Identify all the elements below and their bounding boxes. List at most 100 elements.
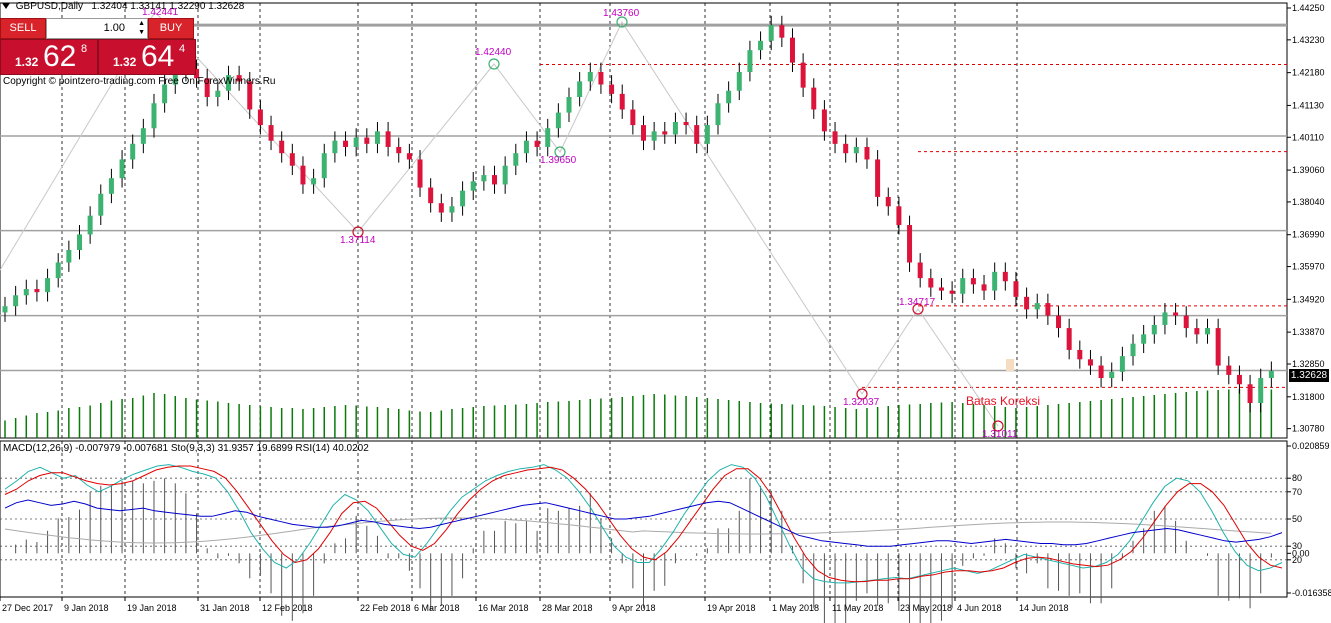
candle-body (715, 103, 721, 126)
bid-price-button[interactable]: 1.32 62 8 (0, 39, 98, 75)
indicator-axis-label: 0.00 (1292, 548, 1310, 558)
candle-body (194, 68, 200, 79)
candle-body (1034, 303, 1040, 310)
candle-body (992, 271, 998, 291)
swing-label: 1.37114 (340, 235, 376, 246)
candle-body (1151, 324, 1157, 335)
time-axis-label: 6 Mar 2018 (414, 603, 460, 613)
candle-body (2, 306, 8, 313)
candle-body (162, 84, 168, 104)
macd-signal-line (4, 517, 1272, 544)
price-axis-label: 1.33870 (1292, 327, 1325, 337)
price-axis-label: 1.31800 (1292, 392, 1325, 402)
swing-label: 1.39650 (540, 155, 577, 166)
candle-body (1098, 365, 1104, 379)
candle-body (492, 175, 498, 185)
correction-limit-label: Batas Koreksi (966, 394, 1041, 408)
candle-body (981, 284, 987, 291)
copyright-text: Copyright © pointzero-trading.com Free O… (3, 76, 276, 87)
indicator-series-line (4, 465, 1283, 583)
candle-body (151, 103, 157, 129)
candle-body (577, 81, 583, 97)
candle-body (704, 125, 710, 144)
candle-body (172, 72, 178, 85)
candle-body (736, 72, 742, 91)
price-axis-label: 1.36990 (1292, 230, 1325, 240)
candle-body (1247, 384, 1253, 404)
time-axis-label: 19 Apr 2018 (707, 603, 756, 613)
bid-price-prefix: 1.32 (15, 55, 39, 69)
ask-price-button[interactable]: 1.32 64 4 (98, 39, 196, 75)
swing-label: 1.31011 (982, 429, 1018, 440)
candle-body (1205, 328, 1211, 335)
price-axis-label: 1.40110 (1292, 132, 1324, 142)
candle-body (1194, 328, 1200, 335)
price-axis-label: 1.32850 (1292, 359, 1325, 369)
chart-header: GBPUSD,Daily 1.32404 1.33141 1.32290 1.3… (2, 1, 244, 12)
candle-body (236, 75, 242, 82)
lot-decrease-icon[interactable]: ▼ (138, 29, 145, 36)
candle-body (428, 187, 434, 204)
time-axis-label: 4 Jun 2018 (957, 603, 1002, 613)
ask-price-sup: 4 (179, 43, 186, 55)
candle-body (534, 140, 540, 147)
swing-label: 1.34717 (899, 297, 936, 308)
candle-body (545, 128, 551, 147)
lot-size-value[interactable]: 1.00 (103, 22, 125, 34)
price-axis-label: 1.38040 (1292, 197, 1325, 207)
candle-body (672, 121, 678, 135)
price-axis-label: 1.44250 (1292, 3, 1325, 13)
candle-body (225, 75, 231, 91)
candle-body (694, 125, 700, 144)
candle-body (385, 131, 391, 147)
candle-body (55, 262, 61, 279)
indicator-axis-label: -0.016358 (1292, 588, 1331, 598)
swing-marker-icon (856, 388, 868, 400)
swing-label: 1.42441 (142, 7, 179, 18)
buy-button[interactable]: BUY (148, 18, 194, 39)
indicator-axis-label: 0.020859 (1292, 441, 1330, 451)
candle-body (460, 190, 466, 207)
candle-body (119, 159, 125, 179)
time-axis-label: 16 Mar 2018 (478, 603, 529, 613)
candle-body (311, 178, 317, 185)
candle-body (87, 215, 93, 235)
chart-menu-arrow-icon[interactable] (2, 3, 10, 10)
candle-body (907, 225, 913, 263)
candle-body (343, 140, 349, 147)
candle-body (1141, 334, 1147, 344)
indicator-header: MACD(12,26,9) -0.007979 -0.007681 Sto(9,… (3, 443, 369, 454)
ohlc-values: 1.32404 1.33141 1.32290 1.32628 (91, 1, 245, 12)
candle-body (332, 140, 338, 154)
indicator-axis-label: 20 (1292, 555, 1302, 565)
price-axis-label: 1.39060 (1292, 165, 1325, 175)
candle-body (1130, 343, 1136, 357)
price-axis-label: 1.43230 (1292, 35, 1325, 45)
price-axis-label: 1.30780 (1292, 424, 1325, 434)
indicator-series-line (4, 499, 1283, 547)
candle-body (1045, 303, 1051, 316)
candle-body (832, 131, 838, 144)
candle-body (843, 143, 849, 154)
candle-body (938, 287, 944, 291)
candle-body (1013, 281, 1019, 297)
sell-button[interactable]: SELL (0, 18, 46, 39)
candle-body (268, 125, 274, 141)
candle-body (587, 72, 593, 82)
time-axis-label: 12 Feb 2018 (262, 603, 313, 613)
lot-size-input[interactable]: 1.00 ▲ ▼ (46, 18, 148, 39)
swing-marker-icon (912, 303, 924, 315)
candle-body (726, 90, 732, 104)
candle-body (641, 125, 646, 141)
candle-body (130, 143, 136, 160)
time-axis-label: 23 May 2018 (900, 603, 952, 613)
candle-body (1183, 315, 1189, 329)
lot-increase-icon[interactable]: ▲ (138, 20, 145, 27)
candle-body (800, 62, 806, 88)
price-axis-label: 1.34920 (1292, 294, 1325, 304)
time-axis-label: 28 Mar 2018 (542, 603, 593, 613)
time-axis-label: 9 Apr 2018 (612, 603, 656, 613)
bid-price-big: 62 (43, 40, 77, 73)
candle-body (768, 25, 774, 41)
